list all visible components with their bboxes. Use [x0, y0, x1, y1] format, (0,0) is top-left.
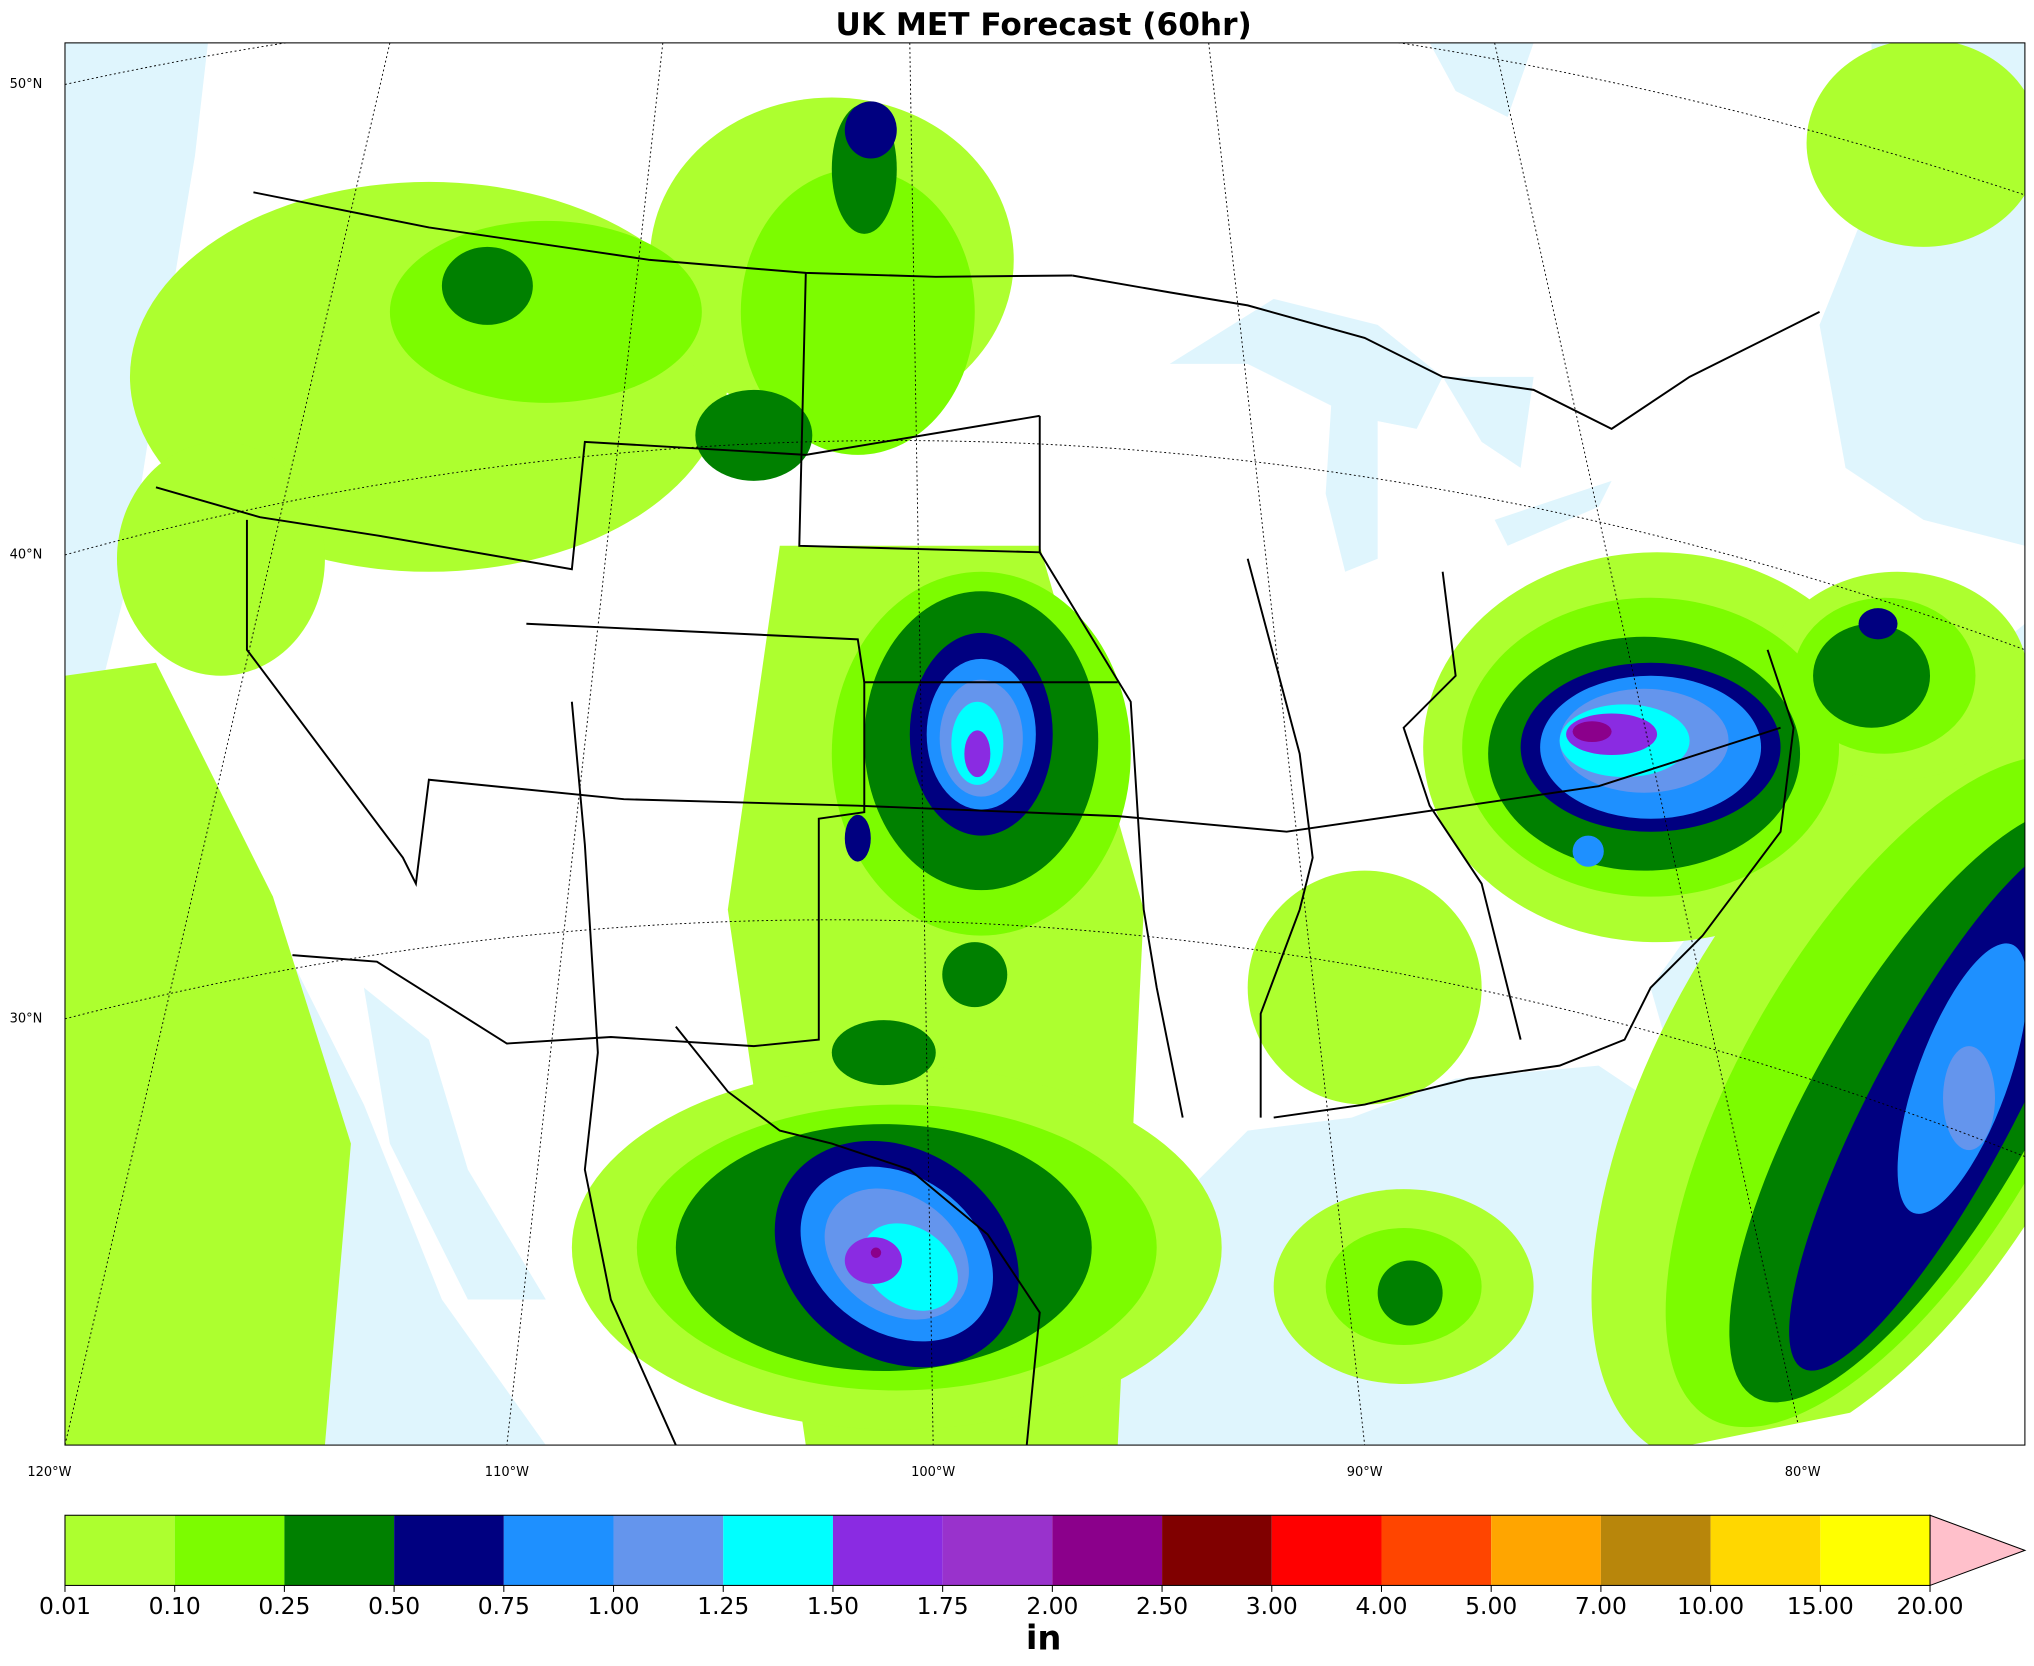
colorbar-bin: [174, 1515, 285, 1586]
colorbar-tick-label: 7.00: [1575, 1592, 1627, 1620]
map: [64, 42, 2025, 1446]
colorbar-bin: [832, 1515, 943, 1586]
colorbar-extend: [1929, 1514, 2027, 1587]
colorbar-bin: [503, 1515, 614, 1586]
colorbar-bin: [1710, 1515, 1821, 1586]
graticule-labels: 50°N 40°N 30°N 120°W 110°W 100°W 90°W 80…: [10, 77, 1821, 1480]
colorbar-tick-label: 1.50: [807, 1592, 859, 1620]
colorbar-bin: [1600, 1515, 1711, 1586]
lon-label: 80°W: [1785, 1465, 1821, 1480]
colorbar-tick-label: 20.00: [1897, 1592, 1964, 1620]
colorbar-unit: in: [1026, 1619, 1062, 1658]
map-frame: [64, 42, 2026, 1446]
colorbar-tick-label: 2.50: [1136, 1592, 1188, 1620]
colorbar-bin: [613, 1515, 724, 1586]
colorbar-outline: [64, 1514, 1931, 1586]
lon-label: 100°W: [911, 1465, 955, 1480]
colorbar-tick-label: 1.75: [917, 1592, 969, 1620]
colorbar-bin: [284, 1515, 395, 1586]
title: UK MET Forecast (60hr): [836, 7, 1252, 43]
lat-label: 40°N: [10, 547, 43, 562]
lat-label: 50°N: [10, 77, 43, 92]
lon-label: 90°W: [1347, 1465, 1383, 1480]
colorbar-bin: [723, 1515, 833, 1586]
colorbar-tick-label: 0.01: [39, 1592, 91, 1620]
colorbar-bin: [1820, 1515, 1931, 1586]
colorbar-bin: [1271, 1515, 1382, 1586]
colorbar-tick-label: 10.00: [1677, 1592, 1744, 1620]
colorbar-bin: [394, 1515, 504, 1586]
lon-label: 120°W: [27, 1465, 71, 1480]
colorbar-tick-label: 15.00: [1787, 1592, 1854, 1620]
colorbar-tick-label: 1.25: [697, 1592, 749, 1620]
colorbar-bin: [1381, 1515, 1492, 1586]
colorbar-bin: [64, 1515, 175, 1586]
colorbar-bin: [1052, 1515, 1163, 1586]
colorbar-tick-label: 4.00: [1355, 1592, 1407, 1620]
colorbar: 0.01 0.10 0.25 0.50 0.75 1.00 1.25 1.50 1.75 2.00…: [39, 1514, 2027, 1620]
colorbar-tick-label: 0.75: [478, 1592, 530, 1620]
colorbar-tick-label: 1.00: [588, 1592, 640, 1620]
lat-label: 30°N: [10, 1011, 43, 1026]
lon-label: 110°W: [485, 1465, 529, 1480]
colorbar-bin: [942, 1515, 1053, 1586]
colorbar-tick-label: 0.10: [149, 1592, 201, 1620]
colorbar-bin: [1491, 1515, 1601, 1586]
colorbar-bin: [1162, 1515, 1272, 1586]
colorbar-tick-label: 0.50: [368, 1592, 420, 1620]
colorbar-tick-label: 2.00: [1026, 1592, 1078, 1620]
colorbar-tick-label: 0.25: [258, 1592, 310, 1620]
colorbar-tick-label: 5.00: [1465, 1592, 1517, 1620]
colorbar-tick-label: 3.00: [1246, 1592, 1298, 1620]
